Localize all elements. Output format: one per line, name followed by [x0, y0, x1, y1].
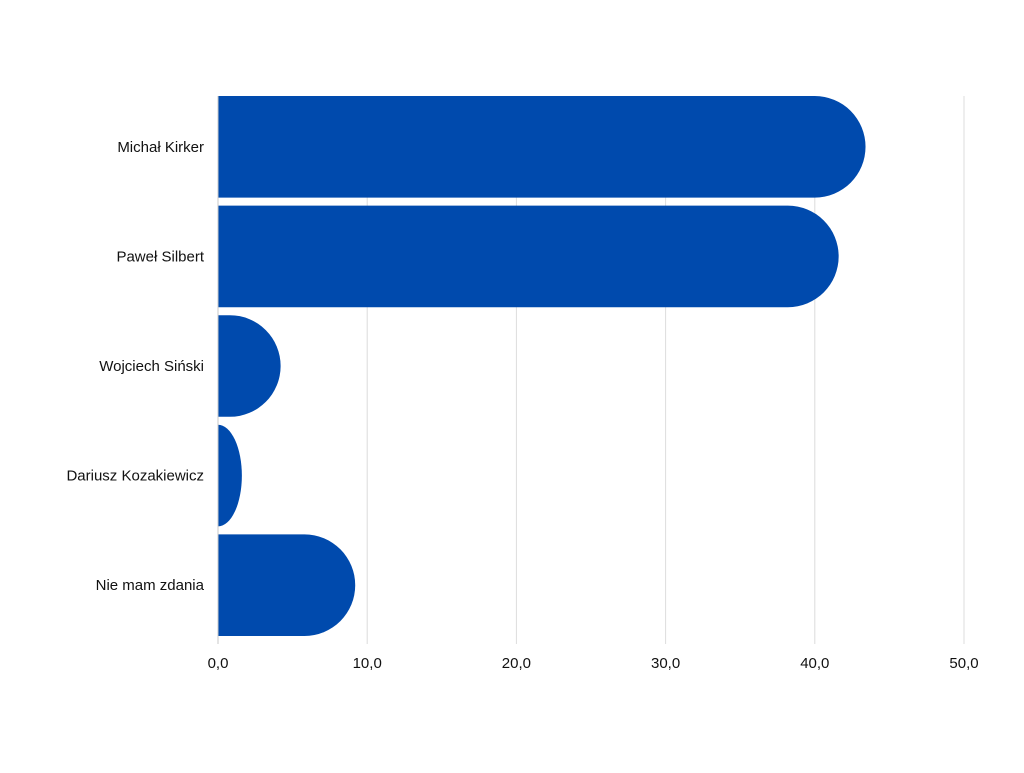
labels: 0,0 10,0 20,0 30,0 40,0 50,0 Michał Kirker Pawe…: [66, 139, 978, 672]
x-tick-label-5: 50,0: [949, 655, 978, 672]
category-label-1: Paweł Silbert: [116, 248, 204, 265]
bars: [218, 96, 866, 636]
category-label-0: Michał Kirker: [117, 139, 204, 156]
bar-0: [218, 96, 866, 198]
category-label-2: Wojciech Siński: [99, 358, 204, 375]
category-label-3: Dariusz Kozakiewicz: [66, 468, 204, 485]
bar-4: [218, 534, 356, 636]
bar-2: [218, 315, 281, 417]
x-tick-label-2: 20,0: [502, 655, 531, 672]
bar-3: [218, 424, 242, 527]
bar-1: [218, 205, 839, 308]
x-tick-label-0: 0,0: [208, 655, 229, 672]
x-tick-label-4: 40,0: [800, 655, 829, 672]
x-tick-label-3: 30,0: [651, 655, 680, 672]
x-tick-label-1: 10,0: [353, 655, 382, 672]
category-label-4: Nie mam zdania: [96, 577, 205, 594]
